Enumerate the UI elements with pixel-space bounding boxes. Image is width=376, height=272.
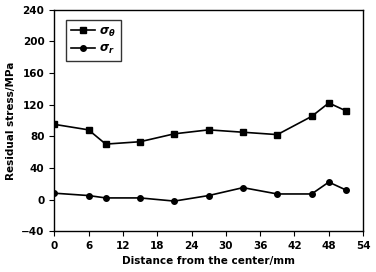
Legend: $\sigma_\theta$, $\sigma_r$: $\sigma_\theta$, $\sigma_r$	[66, 20, 121, 61]
X-axis label: Distance from the center/mm: Distance from the center/mm	[122, 256, 295, 267]
$\sigma_\theta$	[206, 128, 211, 131]
$\sigma_r$	[344, 188, 348, 192]
$\sigma_\theta$	[326, 101, 331, 104]
$\sigma_r$	[138, 196, 142, 200]
$\sigma_r$	[52, 191, 56, 195]
$\sigma_r$	[172, 199, 177, 203]
$\sigma_r$	[326, 180, 331, 184]
$\sigma_r$	[309, 192, 314, 196]
$\sigma_\theta$	[172, 132, 177, 135]
$\sigma_r$	[206, 194, 211, 197]
$\sigma_\theta$	[86, 128, 91, 131]
Y-axis label: Residual stress/MPa: Residual stress/MPa	[6, 61, 15, 180]
$\sigma_\theta$	[344, 109, 348, 113]
$\sigma_\theta$	[52, 123, 56, 126]
$\sigma_\theta$	[103, 143, 108, 146]
$\sigma_r$	[275, 192, 280, 196]
$\sigma_\theta$	[241, 131, 245, 134]
$\sigma_r$	[86, 194, 91, 197]
$\sigma_\theta$	[138, 140, 142, 143]
$\sigma_\theta$	[275, 133, 280, 136]
$\sigma_r$	[241, 186, 245, 189]
Line: $\sigma_r$: $\sigma_r$	[52, 179, 349, 204]
Line: $\sigma_\theta$: $\sigma_\theta$	[52, 100, 349, 147]
$\sigma_r$	[103, 196, 108, 200]
$\sigma_\theta$	[309, 115, 314, 118]
